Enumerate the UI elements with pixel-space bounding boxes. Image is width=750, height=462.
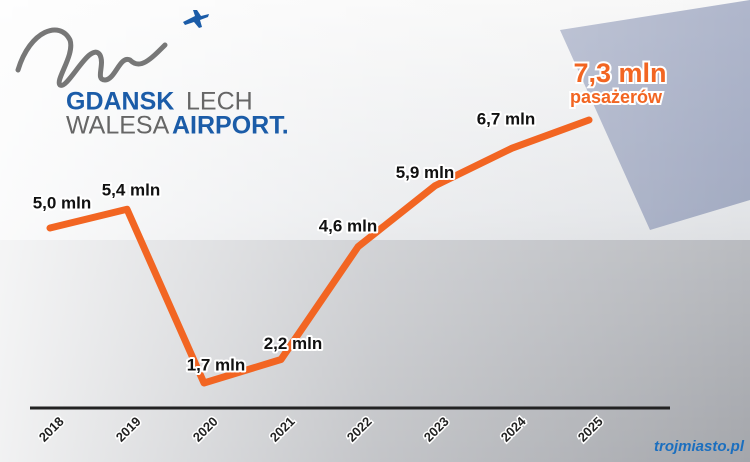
- value-label: 5,9 mln: [396, 163, 455, 182]
- value-label: 5,4 mln: [102, 181, 161, 200]
- value-label: 7,3 mln: [573, 58, 666, 88]
- value-label: 5,0 mln: [33, 194, 92, 213]
- value-label: 2,2 mln: [264, 334, 323, 353]
- annotation: pasażerów: [570, 87, 663, 107]
- value-label: 6,7 mln: [477, 110, 536, 129]
- logo: GDANSK LECH WALESA AIRPORT.: [15, 10, 289, 140]
- logo-text: AIRPORT.: [172, 112, 289, 140]
- data-line: [46, 116, 593, 387]
- value-label: 4,6 mln: [319, 216, 378, 235]
- logo-text: LECH: [186, 88, 253, 116]
- logo-text: GDANSK: [66, 88, 174, 116]
- watermark: trojmiasto.pl: [654, 438, 745, 455]
- value-label: 1,7 mln: [187, 355, 246, 374]
- logo-mark: [15, 27, 168, 88]
- logo-text: WALESA: [66, 112, 170, 140]
- plane-icon: [183, 10, 209, 28]
